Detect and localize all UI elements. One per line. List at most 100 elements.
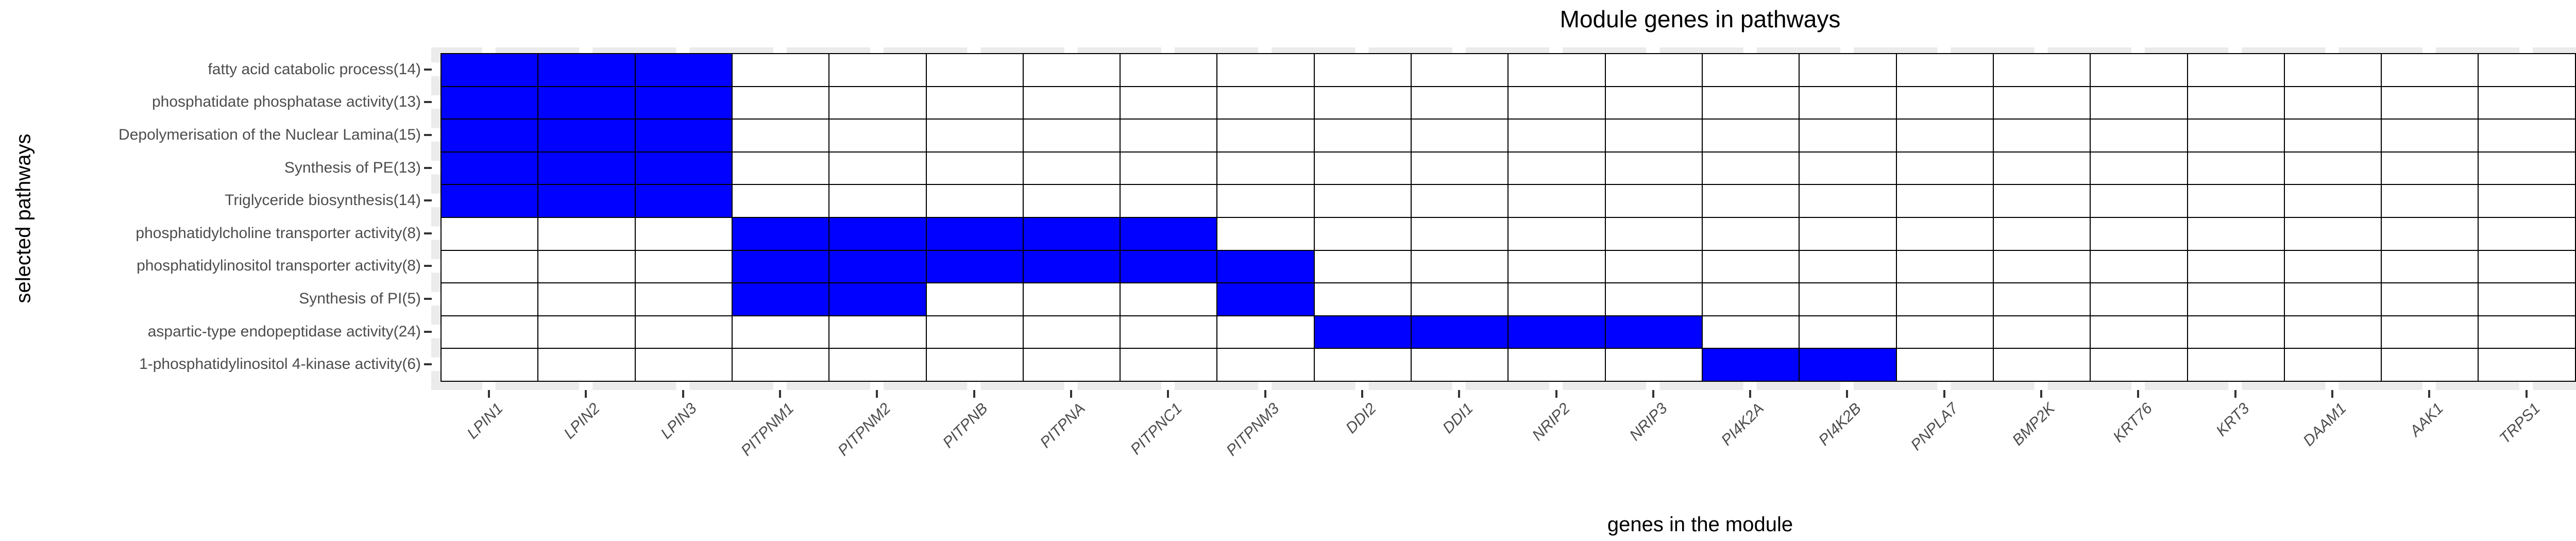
heatmap-cell xyxy=(828,151,926,184)
heatmap-cell xyxy=(634,315,732,348)
y-axis-tick xyxy=(424,134,432,136)
heatmap-cell xyxy=(1022,216,1120,250)
heatmap-cell xyxy=(634,86,732,119)
heatmap-cell xyxy=(828,119,926,151)
heatmap-cell xyxy=(1216,119,1314,151)
y-axis-tick-label: Depolymerisation of the Nuclear Lamina(1… xyxy=(118,126,421,143)
x-axis-tick-label: PITPNB xyxy=(940,400,992,451)
heatmap-cell xyxy=(2478,282,2575,315)
heatmap-cell xyxy=(828,184,926,217)
heatmap-cell xyxy=(1507,151,1605,184)
heatmap-cell xyxy=(1216,348,1314,381)
heatmap-cell xyxy=(634,151,732,184)
heatmap-cell xyxy=(2283,216,2381,250)
heatmap-cell xyxy=(1799,348,1896,381)
heatmap-cell xyxy=(440,315,538,348)
x-axis-tick xyxy=(1167,390,1170,398)
heatmap-cell xyxy=(1411,249,1508,283)
heatmap-cell xyxy=(1022,348,1120,381)
x-axis-tick xyxy=(2234,390,2236,398)
heatmap-cell xyxy=(1799,282,1896,315)
heatmap-cell xyxy=(1799,216,1896,250)
heatmap-cell xyxy=(440,119,538,151)
heatmap-cell xyxy=(1992,53,2090,86)
heatmap-cell xyxy=(731,348,829,381)
heatmap-cell xyxy=(828,348,926,381)
heatmap-cell xyxy=(925,151,1023,184)
heatmap-cell xyxy=(2090,119,2187,151)
heatmap-cell xyxy=(1022,86,1120,119)
heatmap-cell xyxy=(2283,151,2381,184)
heatmap-cell xyxy=(2478,315,2575,348)
y-axis-tick-label: phosphatidylcholine transporter activity… xyxy=(135,224,421,242)
heatmap-cell xyxy=(1216,53,1314,86)
heatmap-cell xyxy=(1992,119,2090,151)
heatmap-cell xyxy=(1120,315,1217,348)
heatmap-cell xyxy=(1022,53,1120,86)
heatmap-cell xyxy=(1022,119,1120,151)
heatmap-cell xyxy=(1507,282,1605,315)
heatmap-cell xyxy=(1604,53,1702,86)
x-axis-tick-label: LPIN1 xyxy=(464,400,506,443)
heatmap-cell xyxy=(1120,53,1217,86)
y-axis-tick xyxy=(424,68,432,71)
heatmap-cell xyxy=(925,53,1023,86)
x-axis-tick xyxy=(488,390,490,398)
heatmap-cell xyxy=(1702,86,1799,119)
heatmap-cell xyxy=(2090,348,2187,381)
x-axis-tick-label: NRIP2 xyxy=(1529,400,1573,444)
heatmap-cell xyxy=(925,184,1023,217)
heatmap-cell xyxy=(2478,53,2575,86)
heatmap-cell xyxy=(537,86,635,119)
heatmap-cell xyxy=(1895,184,1993,217)
heatmap-cell xyxy=(1604,184,1702,217)
heatmap-cell xyxy=(731,151,829,184)
heatmap-cell xyxy=(1216,86,1314,119)
heatmap-cell xyxy=(2574,53,2576,86)
x-axis-tick-label: DDI1 xyxy=(1439,400,1477,437)
heatmap-cell xyxy=(634,184,732,217)
heatmap-cell xyxy=(731,86,829,119)
heatmap-cell xyxy=(1702,282,1799,315)
heatmap-cell xyxy=(2187,216,2284,250)
y-axis-tick-label: Triglyceride biosynthesis(14) xyxy=(225,192,421,209)
heatmap-cell xyxy=(2283,282,2381,315)
heatmap-cell xyxy=(2187,86,2284,119)
y-axis-title: selected pathways xyxy=(12,133,35,303)
heatmap-cell xyxy=(731,53,829,86)
x-axis-tick-label: AAK1 xyxy=(2406,400,2447,440)
heatmap-cell xyxy=(1022,184,1120,217)
x-axis-tick xyxy=(2040,390,2043,398)
heatmap-cell xyxy=(2187,151,2284,184)
heatmap-cell xyxy=(2090,151,2187,184)
x-axis-tick-label: PI4K2A xyxy=(1718,400,1768,449)
heatmap-cell xyxy=(1022,249,1120,283)
heatmap-cell xyxy=(1507,86,1605,119)
heatmap-cell xyxy=(2187,249,2284,283)
heatmap-cell xyxy=(2478,184,2575,217)
y-axis-tick xyxy=(424,265,432,267)
heatmap-cell xyxy=(1799,151,1896,184)
heatmap-cell xyxy=(2381,53,2478,86)
heatmap-cell xyxy=(1799,53,1896,86)
heatmap-cell xyxy=(731,119,829,151)
heatmap-cell xyxy=(1411,216,1508,250)
heatmap-cell xyxy=(537,216,635,250)
heatmap-cell xyxy=(537,119,635,151)
heatmap-cell xyxy=(2381,315,2478,348)
heatmap-cell xyxy=(1507,119,1605,151)
heatmap-cell xyxy=(2574,315,2576,348)
heatmap-cell xyxy=(2381,216,2478,250)
x-axis-tick-label: NRIP3 xyxy=(1626,400,1671,444)
x-axis-tick xyxy=(1458,390,1461,398)
heatmap-cell xyxy=(1992,151,2090,184)
x-axis-tick xyxy=(2428,390,2431,398)
x-axis-tick xyxy=(2137,390,2140,398)
heatmap-cell xyxy=(1507,53,1605,86)
y-axis-tick xyxy=(424,199,432,202)
heatmap-cell xyxy=(1022,315,1120,348)
x-axis-tick-label: LPIN3 xyxy=(657,400,701,443)
heatmap-cell xyxy=(2090,53,2187,86)
heatmap-cell xyxy=(440,348,538,381)
x-axis-tick xyxy=(585,390,587,398)
